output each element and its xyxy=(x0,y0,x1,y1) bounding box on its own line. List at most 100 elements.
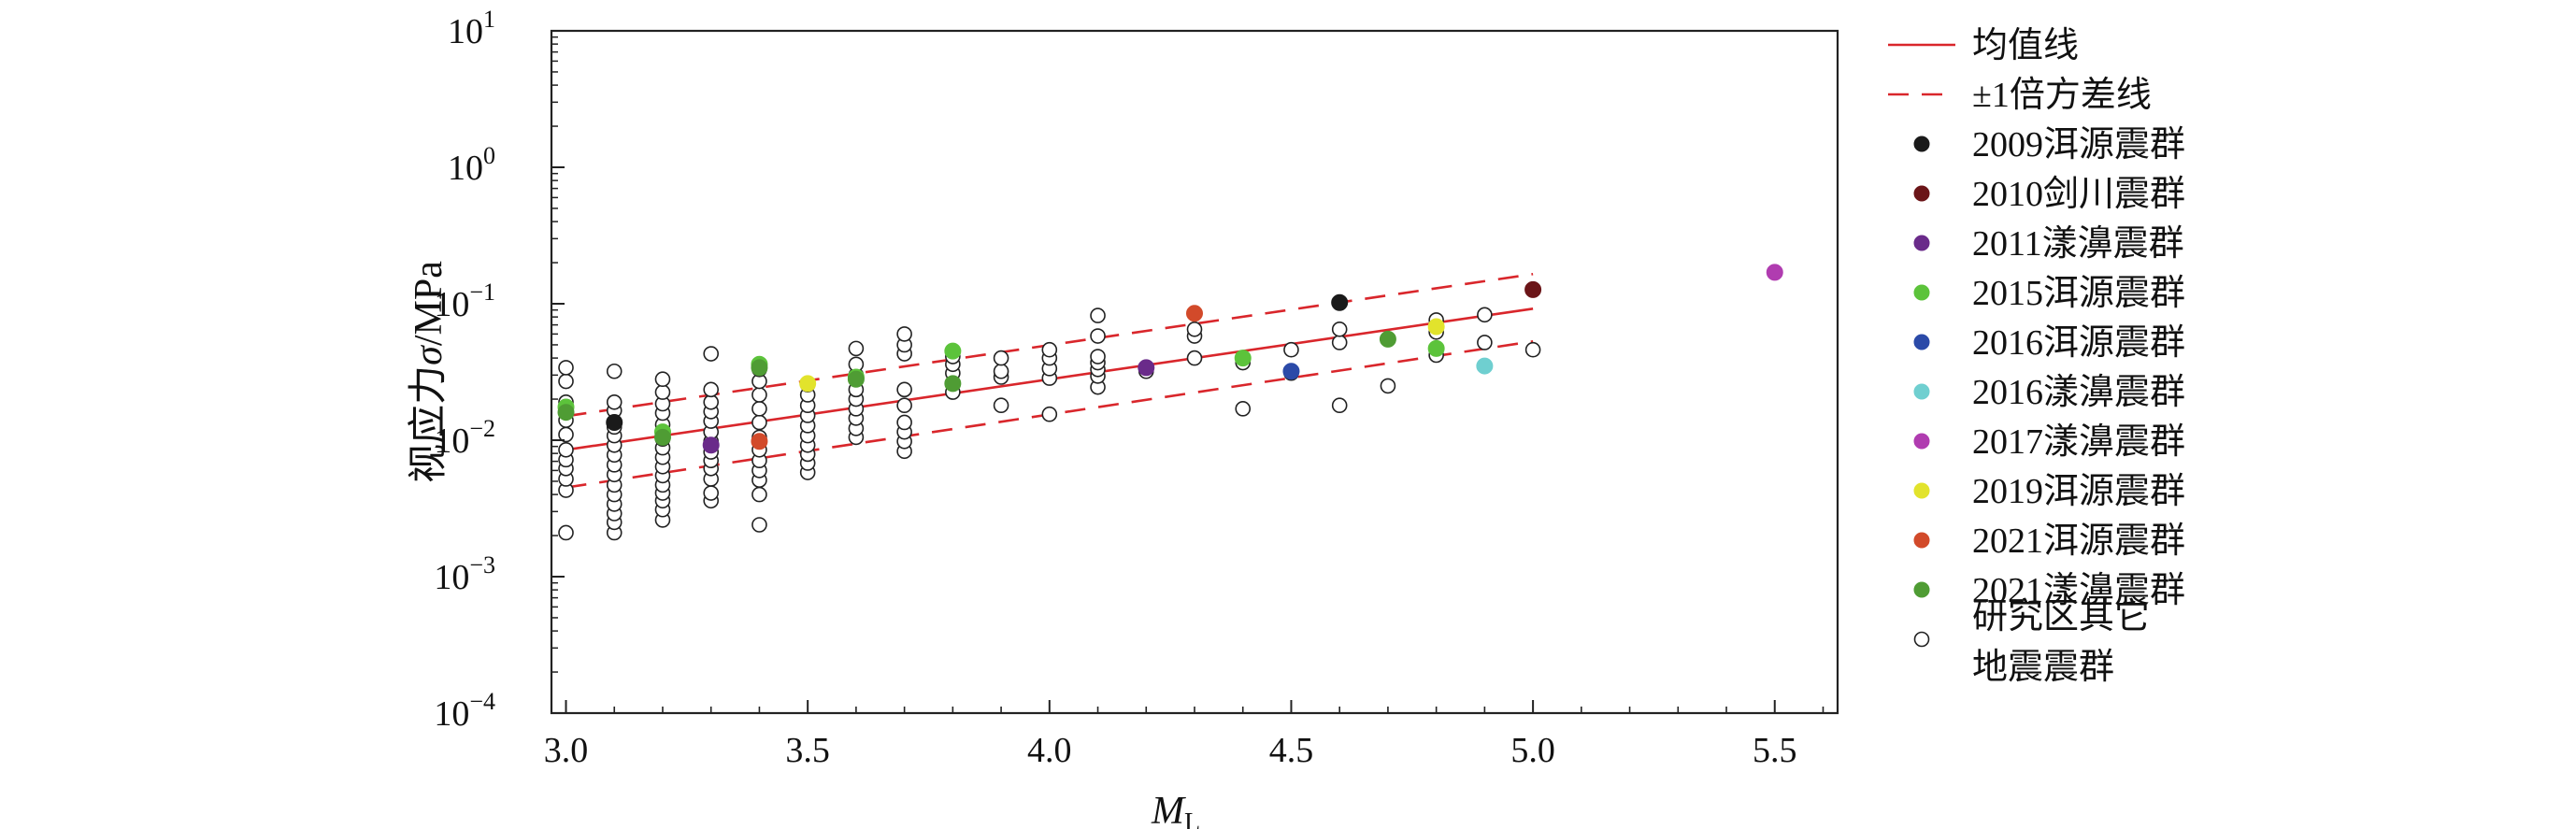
data-point xyxy=(1235,401,1252,417)
data-point xyxy=(1331,293,1349,311)
data-point xyxy=(751,359,768,377)
data-point xyxy=(944,375,962,393)
legend-swatch xyxy=(1913,383,1930,400)
y-tick-label: 10−1 xyxy=(434,279,495,324)
data-point xyxy=(1379,330,1396,348)
legend-label: 2016洱源震群 xyxy=(1972,323,2185,363)
legend-label: 2015洱源震群 xyxy=(1972,274,2185,313)
data-point xyxy=(703,485,720,501)
data-point xyxy=(1524,341,1541,358)
legend-mean-label: 均值线 xyxy=(1972,26,2079,65)
data-point xyxy=(751,387,767,403)
data-point xyxy=(944,342,962,360)
data-point xyxy=(1380,378,1396,394)
data-point xyxy=(993,397,1009,414)
y-tick-label: 10−3 xyxy=(434,551,495,597)
x-tick-label: 5.0 xyxy=(1510,731,1555,770)
data-point xyxy=(896,414,912,431)
legend-label: 2019洱源震群 xyxy=(1972,472,2185,511)
y-tick-label: 10−2 xyxy=(434,415,495,461)
data-point xyxy=(1476,357,1494,375)
data-point xyxy=(1282,363,1300,380)
data-point xyxy=(848,340,865,357)
legend-swatch xyxy=(1913,235,1930,251)
data-point xyxy=(1427,339,1445,357)
legend-swatch xyxy=(1913,482,1930,499)
data-point xyxy=(993,363,1009,379)
x-tick-label: 4.0 xyxy=(1027,731,1072,770)
data-point xyxy=(558,442,574,458)
data-point xyxy=(558,524,574,541)
data-point xyxy=(847,370,865,388)
x-tick-label: 3.0 xyxy=(544,731,589,770)
data-point xyxy=(1331,335,1348,350)
data-point xyxy=(654,371,671,388)
y-tick-label: 100 xyxy=(448,142,495,188)
y-tick-label: 10−4 xyxy=(434,688,495,734)
data-point xyxy=(606,394,623,410)
axes: 3.0 3.5 4.0 4.5 5.0 5.5 101 100 10−1 10−2 10−3 10−4… xyxy=(407,6,1839,829)
data-point xyxy=(896,397,912,414)
plot-frame xyxy=(550,29,1839,715)
data-point xyxy=(1331,322,1348,337)
data-point xyxy=(606,413,623,431)
legend-swatch xyxy=(1913,185,1930,202)
data-point xyxy=(896,326,912,342)
data-point xyxy=(1766,264,1783,281)
data-point xyxy=(993,350,1009,366)
plot-area xyxy=(557,264,1783,541)
legend-label: 研究区其它 xyxy=(1972,597,2150,636)
legend-swatch xyxy=(1913,334,1930,350)
legend-label: 地震震群 xyxy=(1972,648,2114,687)
data-point xyxy=(606,363,623,379)
data-point xyxy=(1090,307,1106,323)
data-point xyxy=(1524,280,1542,298)
legend-swatch xyxy=(1913,433,1930,450)
legend-label: 2010剑川震群 xyxy=(1972,175,2185,214)
data-point xyxy=(896,381,912,398)
x-tick-label: 3.5 xyxy=(785,731,830,770)
legend-swatch xyxy=(1913,284,1930,301)
data-point xyxy=(751,414,767,431)
legend-label: 2021漾濞震群 xyxy=(1972,571,2185,610)
x-axis-title: ML xyxy=(1151,790,1200,829)
legend-label: 2021洱源震群 xyxy=(1972,522,2185,561)
data-point xyxy=(1477,307,1493,323)
legend-label: 2016漾濞震群 xyxy=(1972,373,2185,412)
legend-swatch xyxy=(1913,136,1930,152)
data-point xyxy=(751,401,767,417)
data-point xyxy=(1283,341,1299,358)
legend: 均值线 ±1倍方差线 2009洱源震群 2010剑川震群 2011漾濞震群 2015洱源震… xyxy=(1888,26,2185,687)
legend-std-label: ±1倍方差线 xyxy=(1972,76,2152,115)
data-point xyxy=(1331,397,1348,414)
data-point xyxy=(751,486,767,503)
data-point xyxy=(799,375,817,393)
data-point xyxy=(1186,322,1203,337)
y-tick-label: 101 xyxy=(448,6,495,51)
data-point xyxy=(703,346,720,362)
data-point xyxy=(703,381,720,398)
legend-swatch xyxy=(1913,532,1930,549)
data-point xyxy=(1138,359,1155,377)
legend-label: 2011漾濞震群 xyxy=(1972,224,2184,264)
data-point xyxy=(558,360,574,376)
legend-swatch xyxy=(1913,581,1930,598)
y-axis-title: 视应力σ/MPa xyxy=(407,261,451,483)
legend-label: 2009洱源震群 xyxy=(1972,125,2185,164)
data-point xyxy=(1090,349,1106,364)
legend-label: 2017漾濞震群 xyxy=(1972,422,2185,462)
data-point xyxy=(1186,305,1203,322)
x-tick-label: 4.5 xyxy=(1269,731,1314,770)
data-point xyxy=(1186,350,1203,366)
data-point xyxy=(1234,350,1252,367)
data-point xyxy=(557,404,575,422)
data-point xyxy=(654,384,671,400)
data-point xyxy=(751,517,767,533)
data-point xyxy=(1427,318,1445,336)
data-point xyxy=(558,373,574,390)
data-point xyxy=(653,428,671,446)
data-point xyxy=(1090,328,1106,344)
data-point xyxy=(751,433,768,450)
x-tick-label: 5.5 xyxy=(1753,731,1797,770)
